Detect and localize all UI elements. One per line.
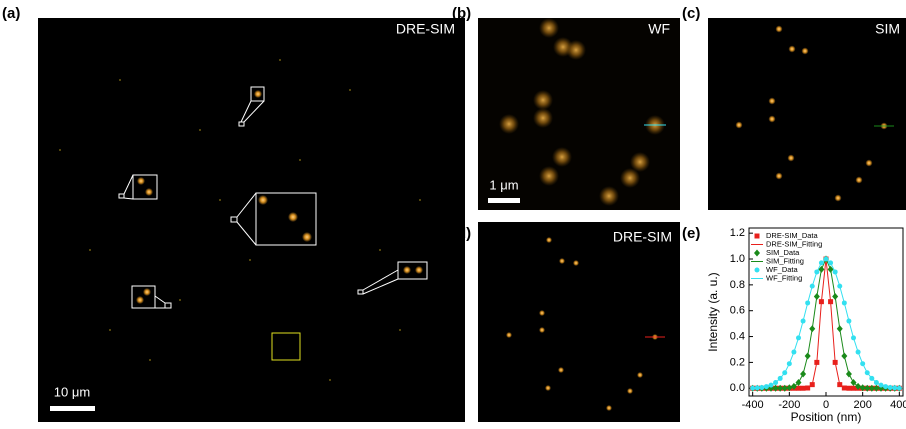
image-d [478,222,680,422]
panel-label: (d) [452,225,471,242]
legend-label: WF_Fitting [766,273,802,282]
x-tick-label: 200 [853,399,871,411]
x-tick-label: -200 [778,399,800,411]
scale-label: 1 μm [489,177,518,192]
marker [755,268,760,273]
panel-label: (c) [682,5,700,22]
y-tick-label: 0.0 [730,382,745,394]
image-title: DRE-SIM [396,21,455,37]
image-title: WF [648,21,670,37]
y-tick-label: 1.2 [730,227,745,239]
panel-label: (a) [2,5,20,22]
scale-bar [488,198,520,203]
image-title: DRE-SIM [613,229,672,245]
x-tick-label: 0 [823,399,829,411]
scale-bar [50,406,95,411]
panel-label: (e) [682,225,700,242]
y-tick-label: 0.6 [730,305,745,317]
panel-label: (b) [452,5,471,22]
scale-label: 10 μm [54,384,90,399]
image-c [708,18,906,210]
y-tick-label: 0.4 [730,330,745,342]
y-tick-label: 0.2 [730,356,745,368]
x-tick-label: -400 [742,399,764,411]
x-axis-label: Position (nm) [791,410,862,424]
marker [755,234,760,239]
x-tick-label: 400 [890,399,906,411]
image-title: SIM [875,21,900,37]
image-a [38,18,465,422]
y-tick-label: 1.0 [730,253,745,265]
y-axis-label: Intensity (a. u.) [706,272,720,351]
y-tick-label: 0.8 [730,279,745,291]
figure: 10 μm DRE-SIM (a) 1 μm WF (b) SIM (c) DR… [0,0,906,424]
